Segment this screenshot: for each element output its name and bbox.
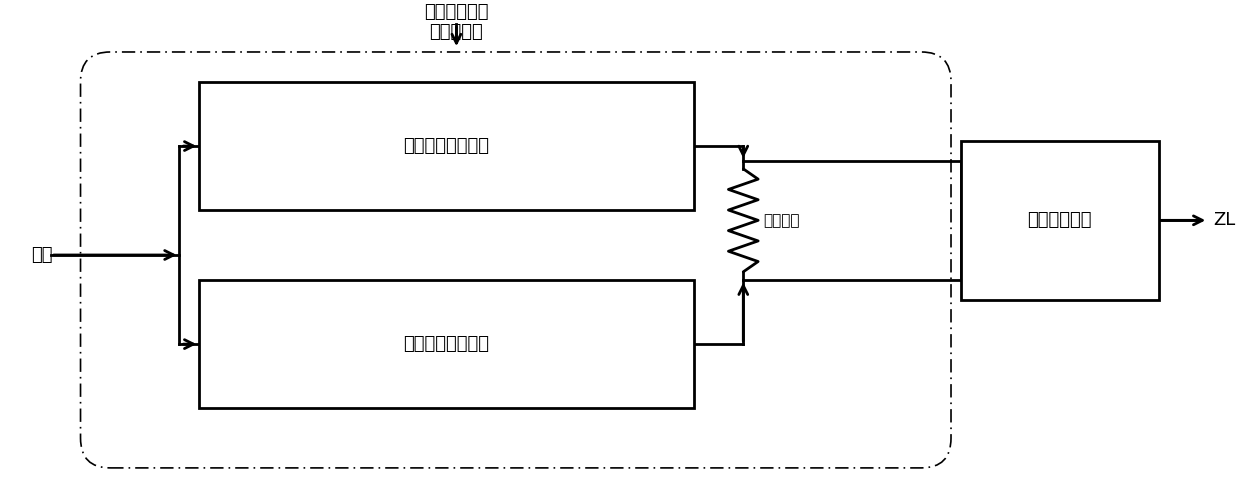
Text: 漏级: 漏级 [31, 246, 52, 264]
Text: 第一谐波控制回路: 第一谐波控制回路 [403, 335, 490, 353]
Bar [200, 82, 694, 211]
Bar [961, 141, 1158, 299]
Text: 设计功分器: 设计功分器 [429, 23, 484, 41]
Text: 第一谐波控制回路: 第一谐波控制回路 [403, 137, 490, 155]
Text: 减小损耗一体: 减小损耗一体 [424, 3, 489, 21]
Text: ZL: ZL [1213, 212, 1235, 230]
Text: 基波匹配模块: 基波匹配模块 [1028, 212, 1092, 230]
Bar [200, 280, 694, 409]
Text: 隔离电阻: 隔离电阻 [763, 213, 800, 228]
